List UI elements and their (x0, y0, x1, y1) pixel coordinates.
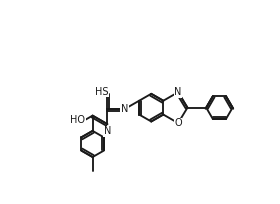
Text: N: N (121, 104, 128, 114)
Text: HO: HO (70, 115, 85, 125)
Text: N: N (104, 126, 111, 136)
Text: O: O (174, 118, 182, 128)
Text: HS: HS (95, 87, 109, 97)
Text: N: N (174, 87, 182, 97)
